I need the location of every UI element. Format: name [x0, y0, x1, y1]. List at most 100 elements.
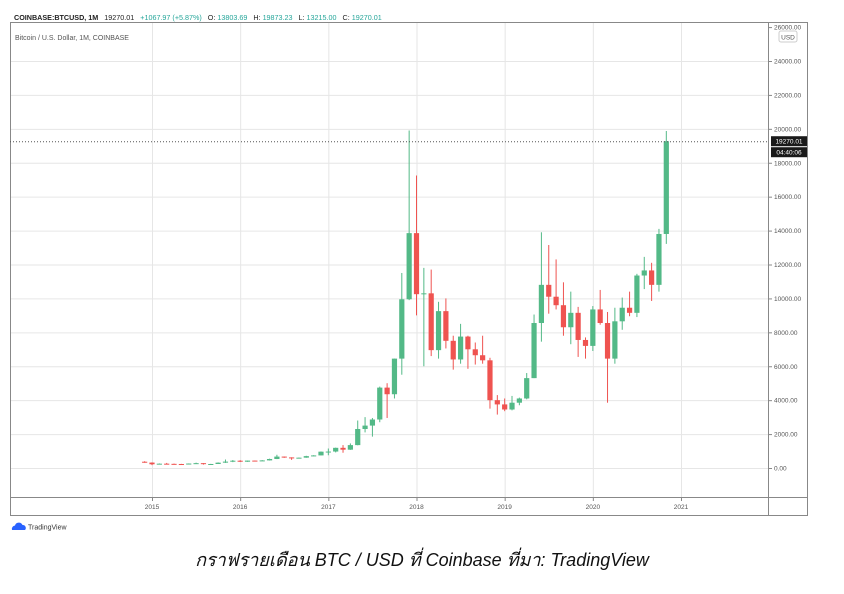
- candle-body-up: [186, 463, 192, 465]
- candle[interactable]: [487, 357, 493, 409]
- candle[interactable]: [318, 451, 324, 456]
- header-legend[interactable]: COINBASE:BTCUSD, 1M 19270.01 +1067.97 (+…: [14, 13, 382, 22]
- candle[interactable]: [597, 289, 603, 325]
- candle[interactable]: [568, 291, 574, 345]
- candle[interactable]: [208, 463, 214, 465]
- candle[interactable]: [215, 462, 221, 465]
- candle[interactable]: [237, 460, 243, 462]
- candle[interactable]: [619, 297, 625, 330]
- candle-body-up: [303, 456, 309, 458]
- candle[interactable]: [384, 383, 390, 418]
- time-axis[interactable]: 2015 2016 2017 2018 2019 2020 2021: [145, 497, 689, 511]
- candle[interactable]: [333, 447, 339, 453]
- candle[interactable]: [649, 262, 655, 301]
- candle[interactable]: [266, 458, 273, 461]
- candle-body-down: [142, 461, 148, 463]
- candle-body-up: [538, 284, 545, 324]
- low-value: 13215.00: [307, 13, 337, 22]
- candle[interactable]: [421, 267, 427, 367]
- candle-body-up: [619, 307, 625, 322]
- candle[interactable]: [582, 337, 589, 359]
- candle[interactable]: [435, 301, 442, 359]
- candle-body-down: [200, 463, 207, 465]
- candle[interactable]: [524, 373, 530, 400]
- candle-series[interactable]: [142, 130, 669, 466]
- candle-body-up: [296, 457, 302, 459]
- candle[interactable]: [347, 443, 353, 450]
- candle-body-down: [450, 340, 456, 360]
- candle-body-down: [465, 336, 471, 350]
- candle[interactable]: [355, 420, 361, 446]
- candle[interactable]: [450, 335, 456, 370]
- candle[interactable]: [193, 462, 199, 465]
- y-tick-label: 10000.00: [774, 296, 801, 303]
- candle[interactable]: [531, 314, 537, 379]
- candle[interactable]: [164, 462, 170, 465]
- candle[interactable]: [340, 445, 346, 453]
- candle[interactable]: [259, 460, 265, 462]
- candle[interactable]: [553, 259, 559, 310]
- candle[interactable]: [472, 342, 478, 365]
- candle-body-down: [582, 339, 589, 346]
- candle[interactable]: [612, 307, 618, 364]
- candle[interactable]: [575, 306, 581, 357]
- candle[interactable]: [303, 455, 309, 458]
- candle[interactable]: [288, 457, 295, 460]
- candle[interactable]: [362, 417, 368, 433]
- candle[interactable]: [626, 291, 633, 317]
- high-value: 19873.23: [263, 13, 293, 22]
- candle[interactable]: [200, 463, 207, 465]
- candle[interactable]: [406, 130, 412, 301]
- candle[interactable]: [590, 306, 596, 351]
- candle-body-down: [164, 463, 170, 465]
- candle[interactable]: [494, 395, 500, 415]
- candle[interactable]: [604, 311, 611, 403]
- candle-body-down: [480, 355, 486, 361]
- candle[interactable]: [325, 448, 331, 456]
- candle[interactable]: [516, 397, 522, 406]
- candle[interactable]: [457, 323, 464, 364]
- candle[interactable]: [274, 454, 280, 460]
- currency-badge[interactable]: USD: [781, 35, 795, 42]
- candle[interactable]: [560, 282, 567, 336]
- candle[interactable]: [311, 455, 317, 457]
- candle[interactable]: [281, 456, 287, 458]
- candle[interactable]: [149, 462, 155, 466]
- candle-body-up: [318, 451, 324, 456]
- candle[interactable]: [377, 386, 383, 423]
- candle[interactable]: [480, 335, 486, 364]
- candle[interactable]: [413, 175, 420, 316]
- candle[interactable]: [230, 460, 236, 463]
- candle[interactable]: [142, 461, 148, 463]
- candle[interactable]: [641, 256, 647, 290]
- candle[interactable]: [178, 463, 184, 466]
- y-tick-label: 6000.00: [774, 364, 798, 371]
- candle[interactable]: [465, 335, 471, 369]
- candle[interactable]: [391, 358, 398, 399]
- candle[interactable]: [156, 463, 162, 465]
- candle[interactable]: [222, 459, 229, 463]
- candle[interactable]: [663, 130, 669, 244]
- figure-caption: กราฟรายเดือน BTC / USD ที่ Coinbase ที่ม…: [195, 550, 649, 570]
- candle-body-up: [325, 451, 331, 453]
- candle[interactable]: [502, 398, 508, 412]
- candle[interactable]: [186, 463, 192, 465]
- candle[interactable]: [538, 232, 545, 342]
- tradingview-logo[interactable]: TradingView: [11, 522, 68, 532]
- candle[interactable]: [399, 272, 405, 375]
- candle[interactable]: [509, 395, 515, 411]
- candle[interactable]: [634, 273, 640, 318]
- candle[interactable]: [296, 457, 302, 459]
- price-axis[interactable]: 0.00 2000.00 4000.00 6000.00 8000.00 10000.00…: [768, 25, 801, 473]
- candle[interactable]: [428, 269, 434, 357]
- candle[interactable]: [171, 463, 177, 465]
- candle[interactable]: [656, 228, 662, 292]
- candle-body-up: [156, 463, 162, 465]
- candle[interactable]: [546, 244, 552, 314]
- candle[interactable]: [443, 298, 449, 349]
- candle[interactable]: [244, 460, 251, 462]
- candle[interactable]: [369, 417, 376, 437]
- candle[interactable]: [252, 460, 258, 462]
